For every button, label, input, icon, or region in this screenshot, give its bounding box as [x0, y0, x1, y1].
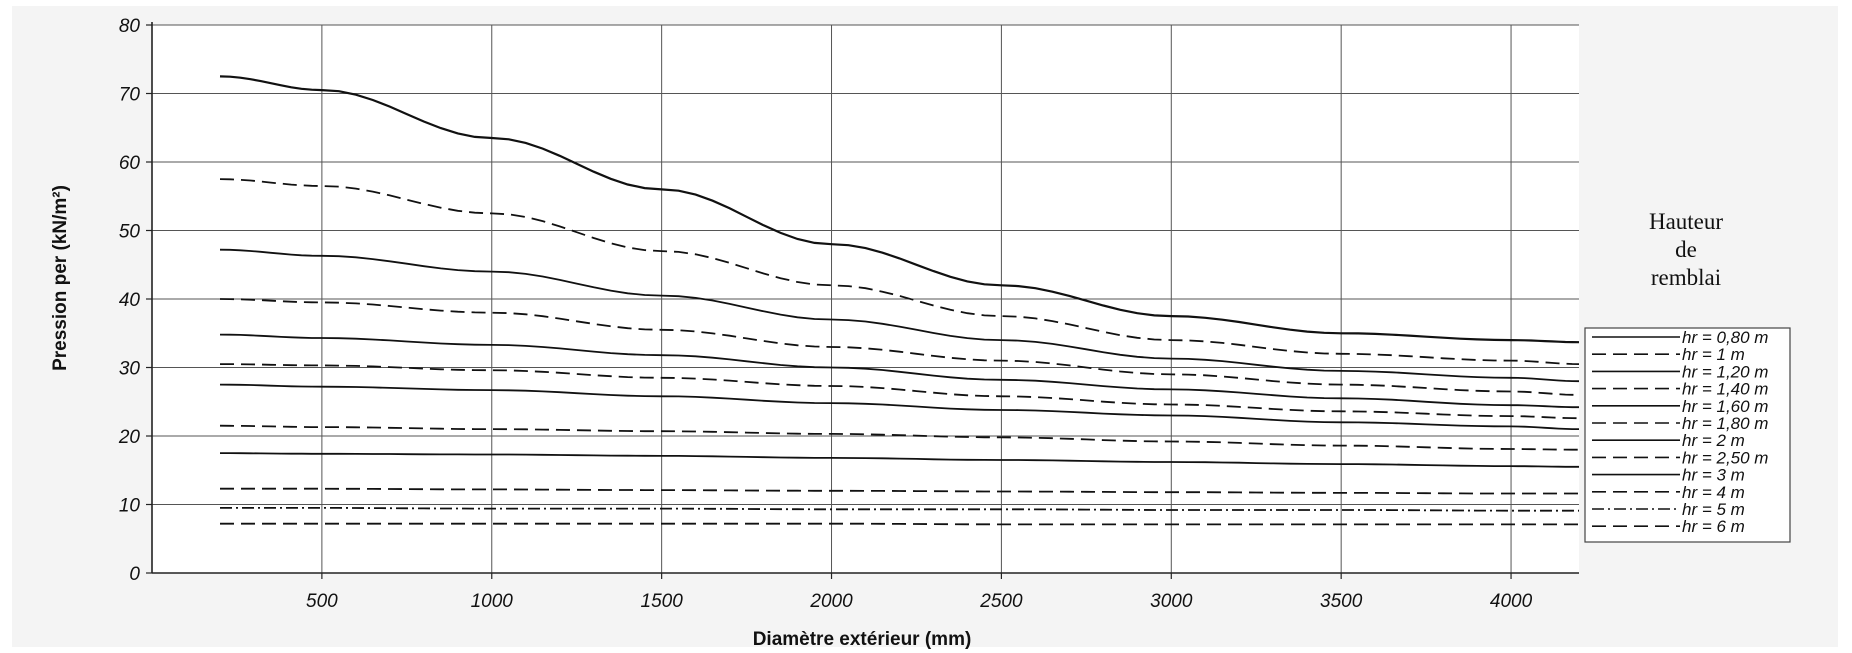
- series-line: [219, 75, 1580, 344]
- legend-label: hr = 2,50 m: [1682, 448, 1768, 467]
- legend-label: hr = 4 m: [1682, 483, 1745, 502]
- y-tick-label: 70: [119, 85, 141, 106]
- legend-label: hr = 5 m: [1682, 500, 1745, 519]
- series-line: [220, 506, 1579, 512]
- legend-title-line-2: de: [1675, 237, 1697, 262]
- x-axis-title: Diamètre extérieur (mm): [753, 629, 972, 650]
- y-tick-label: 20: [118, 427, 141, 448]
- legend-label: hr = 0,80 m: [1682, 328, 1768, 347]
- y-tick-labels: 0 10 20 30 40 50 60 70 80: [118, 16, 141, 585]
- series-line: [219, 298, 1580, 396]
- legend-label: hr = 1 m: [1682, 345, 1745, 364]
- series-line: [219, 383, 1579, 431]
- y-tick-label: 0: [129, 564, 140, 585]
- legend-label: hr = 6 m: [1682, 517, 1745, 536]
- series-line: [219, 333, 1579, 409]
- y-tick-label: 30: [119, 359, 141, 380]
- legend: hr = 0,80 mhr = 1 mhr = 1,20 mhr = 1,40 …: [1584, 327, 1791, 543]
- legend-label: hr = 3 m: [1682, 466, 1745, 485]
- legend-label: hr = 1,60 m: [1682, 397, 1768, 416]
- series-line: [220, 522, 1579, 526]
- legend-box: [1584, 327, 1791, 543]
- legend-title-line-3: remblai: [1651, 265, 1721, 290]
- series-line: [220, 363, 1580, 420]
- y-tick-label: 60: [119, 153, 141, 174]
- y-tick-label: 50: [119, 222, 141, 243]
- y-tick-label: 40: [119, 290, 141, 311]
- x-tick-label: 2500: [979, 591, 1023, 612]
- x-tick-label: 1000: [471, 591, 514, 612]
- legend-title-line-1: Hauteur: [1649, 209, 1723, 234]
- legend-title: Hauteur de remblai: [1649, 209, 1723, 290]
- series-line: [220, 487, 1579, 495]
- x-tick-label: 3000: [1150, 591, 1193, 612]
- x-tick-label: 2000: [809, 591, 853, 612]
- y-axis-title: Pression per (kN/m²): [50, 185, 71, 371]
- y-tick-label: 80: [119, 16, 141, 37]
- axes: [146, 22, 1579, 579]
- legend-label: hr = 2 m: [1682, 431, 1745, 450]
- x-tick-label: 4000: [1490, 591, 1533, 612]
- series-lines: [219, 75, 1580, 526]
- x-tick-label: 500: [306, 591, 338, 612]
- series-line: [219, 424, 1579, 451]
- legend-label: hr = 1,40 m: [1682, 380, 1768, 399]
- x-tick-label: 1500: [641, 591, 684, 612]
- legend-label: hr = 1,80 m: [1682, 414, 1768, 433]
- series-line: [220, 452, 1579, 468]
- legend-label: hr = 1,20 m: [1682, 362, 1768, 381]
- x-tick-label: 3500: [1320, 591, 1363, 612]
- y-tick-label: 10: [119, 496, 141, 517]
- series-line: [219, 178, 1580, 365]
- x-tick-labels: 500 1000 1500 2000 2500 3000 3500 4000: [306, 591, 1533, 612]
- series-line: [219, 248, 1580, 383]
